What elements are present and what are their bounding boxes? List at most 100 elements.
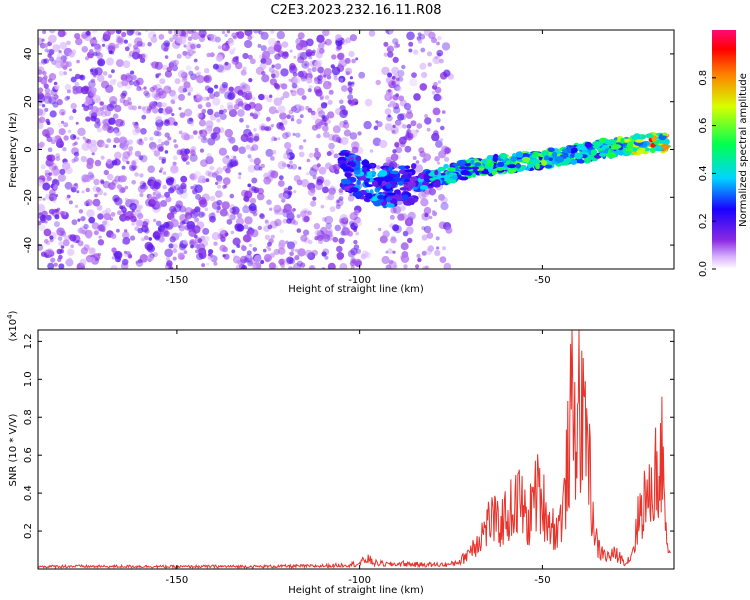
spectrogram-noise-cell [45,240,51,246]
spectrogram-noise-cell [172,256,177,261]
spectrogram-noise-cell [227,38,235,46]
spectrogram-noise-cell [290,90,297,97]
spectrogram-noise-cell [283,187,290,194]
spectrogram-noise-cell [329,206,336,213]
spectrogram-noise-cell [298,145,304,150]
spectrogram-noise-cell [285,131,292,138]
spectrogram-noise-cell [343,119,349,125]
spectrogram-noise-cell [340,137,349,145]
spectrogram-noise-cell [111,247,117,253]
spectrogram-signal-cell [355,155,362,162]
spectrogram-noise-cell [38,61,43,66]
spectrogram-noise-cell [391,129,396,134]
spectrogram-noise-cell [173,155,178,160]
spectrogram-noise-cell [277,137,281,141]
spectrogram-noise-cell [183,81,191,89]
spectrogram-noise-cell [83,223,89,230]
spectrogram-noise-cell [311,124,318,131]
spectrogram-noise-cell [293,220,299,226]
spectrogram-signal-cell [592,145,598,149]
spectrogram-noise-cell [216,199,223,206]
spectrogram-noise-cell [121,31,127,38]
spectrogram-noise-cell [226,30,231,34]
spectrogram-noise-cell [93,74,97,78]
spectrogram-noise-cell [396,77,400,81]
spectrogram-noise-cell [279,229,284,234]
spectrogram-noise-cell [189,42,198,51]
spectrogram-noise-cell [316,34,325,43]
spectrogram-noise-cell [387,51,394,58]
spectrogram-noise-cell [138,155,144,161]
spectrogram-noise-cell [353,141,359,147]
spectrogram-noise-cell [270,170,279,179]
spectrogram-noise-cell [74,33,81,40]
spectrogram-noise-cell [107,173,114,181]
spectrogram-noise-cell [316,133,321,139]
spectrogram-noise-cell [291,163,298,170]
spectrogram-noise-cell [124,229,128,233]
spectrogram-noise-cell [347,195,355,202]
spectrogram-noise-cell [205,170,211,176]
spectrogram-noise-cell [112,113,119,119]
spectrogram-noise-cell [289,65,298,74]
spectrogram-noise-cell [169,37,174,43]
colorbar: 0.0 0.2 0.4 0.6 0.8 Normalized spectral ampl… [698,30,749,277]
spectrogram-noise-cell [331,134,340,143]
spectrogram-noise-cell [85,98,93,105]
spectrogram-noise-cell [133,122,139,129]
spectrogram-noise-cell [183,250,188,255]
spectrogram-noise-cell [50,167,60,177]
spectrogram-noise-cell [269,78,277,86]
spectrogram-noise-cell [58,241,63,246]
spectrogram-noise-cell [63,71,67,76]
spectrogram-noise-cell [213,261,218,266]
spectrogram-signal-cell [592,141,602,146]
spectrogram-noise-cell [190,43,196,50]
spectrogram-noise-cell [265,148,274,157]
spectrogram-noise-cell [269,252,276,258]
spectrogram-noise-cell [93,51,98,57]
spectrogram-noise-cell [66,40,71,46]
spectrogram-noise-cell [282,218,288,224]
spectrogram-noise-cell [127,254,133,259]
spectrogram-noise-cell [86,30,91,36]
spectrogram-noise-cell [131,180,136,185]
spectrogram-noise-cell [436,41,440,46]
spectrogram-noise-cell [246,250,252,256]
spectrogram-noise-cell [393,84,401,91]
spectrogram-noise-cell [368,30,376,37]
spectrogram-noise-cell [424,117,432,125]
spectrogram-noise-cell [126,30,134,36]
spectrogram-noise-cell [159,167,164,171]
spectrogram-noise-cell [424,265,430,269]
spectrogram-noise-cell [372,137,382,147]
spectrogram-noise-cell [248,137,254,143]
spectrogram-noise-cell [179,112,186,118]
spectrogram-noise-cell [177,225,181,228]
colorbar-tick-label: 0.0 [698,261,709,277]
chart-title: C2E3.2023.232.16.11.R08 [270,3,441,18]
spectrogram-noise-cell [90,87,97,94]
spectrogram-noise-cell [364,98,373,107]
spectrogram-noise-cell [197,71,202,76]
spectrogram-noise-cell [134,172,139,177]
spectrogram-noise-cell [249,158,254,163]
spectrogram-noise-cell [355,231,360,236]
spectrogram-noise-cell [139,173,144,178]
spectrogram-noise-cell [45,158,54,167]
spectrogram-noise-cell [77,127,86,136]
spectrogram-signal-cell [606,152,617,159]
spectrogram-noise-cell [307,252,316,261]
spectrogram-signal-cell [617,151,624,156]
spectrogram-noise-cell [193,130,198,135]
spectrogram-noise-cell [184,108,193,117]
spectrogram-noise-cell [42,58,48,64]
spectrogram-noise-cell [144,241,154,251]
spectrogram-noise-cell [42,197,46,201]
spectrogram-noise-cell [119,97,126,104]
spectrogram-noise-cell [134,165,139,169]
spectrogram-noise-cell [322,248,330,256]
spectrogram-signal-cell [447,167,456,172]
spectrogram-noise-cell [114,255,122,263]
spectrogram-noise-cell [188,117,193,122]
